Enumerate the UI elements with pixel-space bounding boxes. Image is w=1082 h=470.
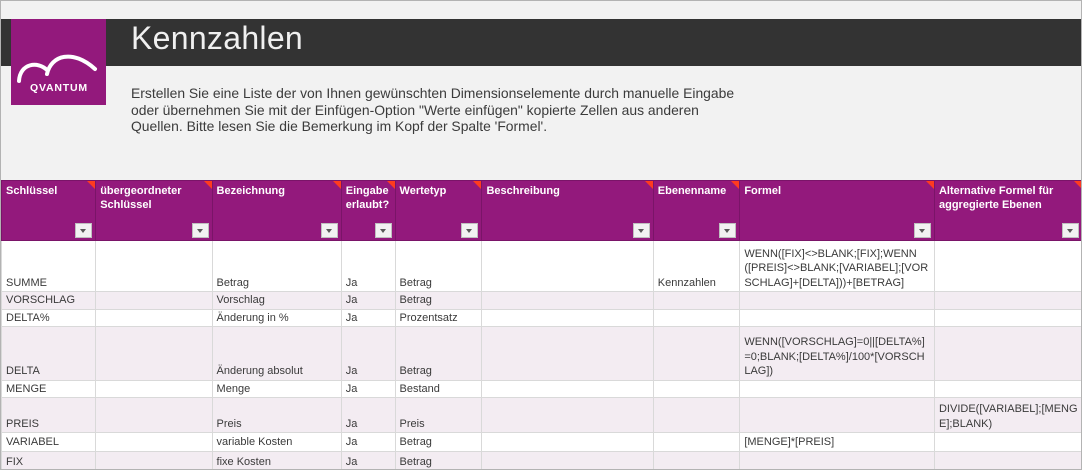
svg-text:QVANTUM: QVANTUM [30,82,88,94]
